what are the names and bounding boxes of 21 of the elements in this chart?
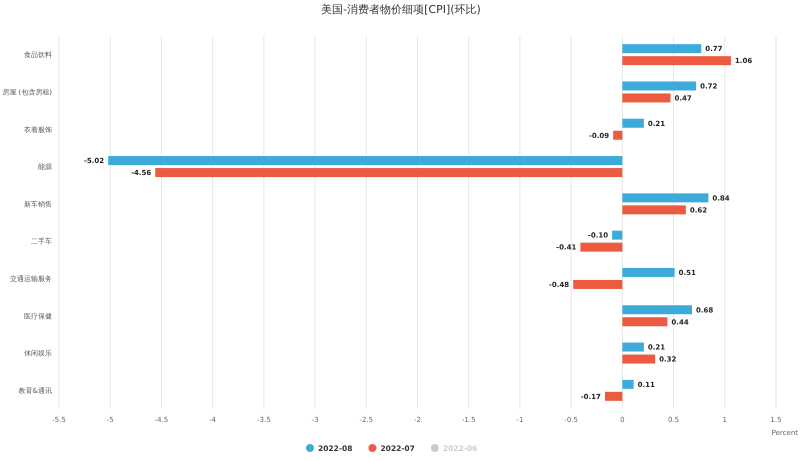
bar — [622, 44, 702, 54]
bar — [622, 268, 675, 277]
bar — [622, 205, 686, 214]
bar — [622, 118, 644, 128]
bar — [613, 130, 622, 140]
bar — [155, 168, 622, 178]
bar — [622, 93, 670, 102]
bar — [580, 242, 622, 252]
bar — [622, 342, 644, 352]
bar — [573, 280, 622, 289]
bar — [622, 56, 731, 66]
bar — [622, 380, 634, 389]
bar — [612, 230, 622, 240]
bar — [622, 305, 692, 314]
bar — [622, 81, 696, 90]
bar — [108, 156, 622, 166]
bar — [604, 392, 622, 401]
bar — [622, 193, 708, 202]
bar — [622, 354, 656, 364]
bar — [622, 317, 668, 326]
chart-title: 美国-消费者物价细项[CPI](环比) — [321, 3, 481, 16]
